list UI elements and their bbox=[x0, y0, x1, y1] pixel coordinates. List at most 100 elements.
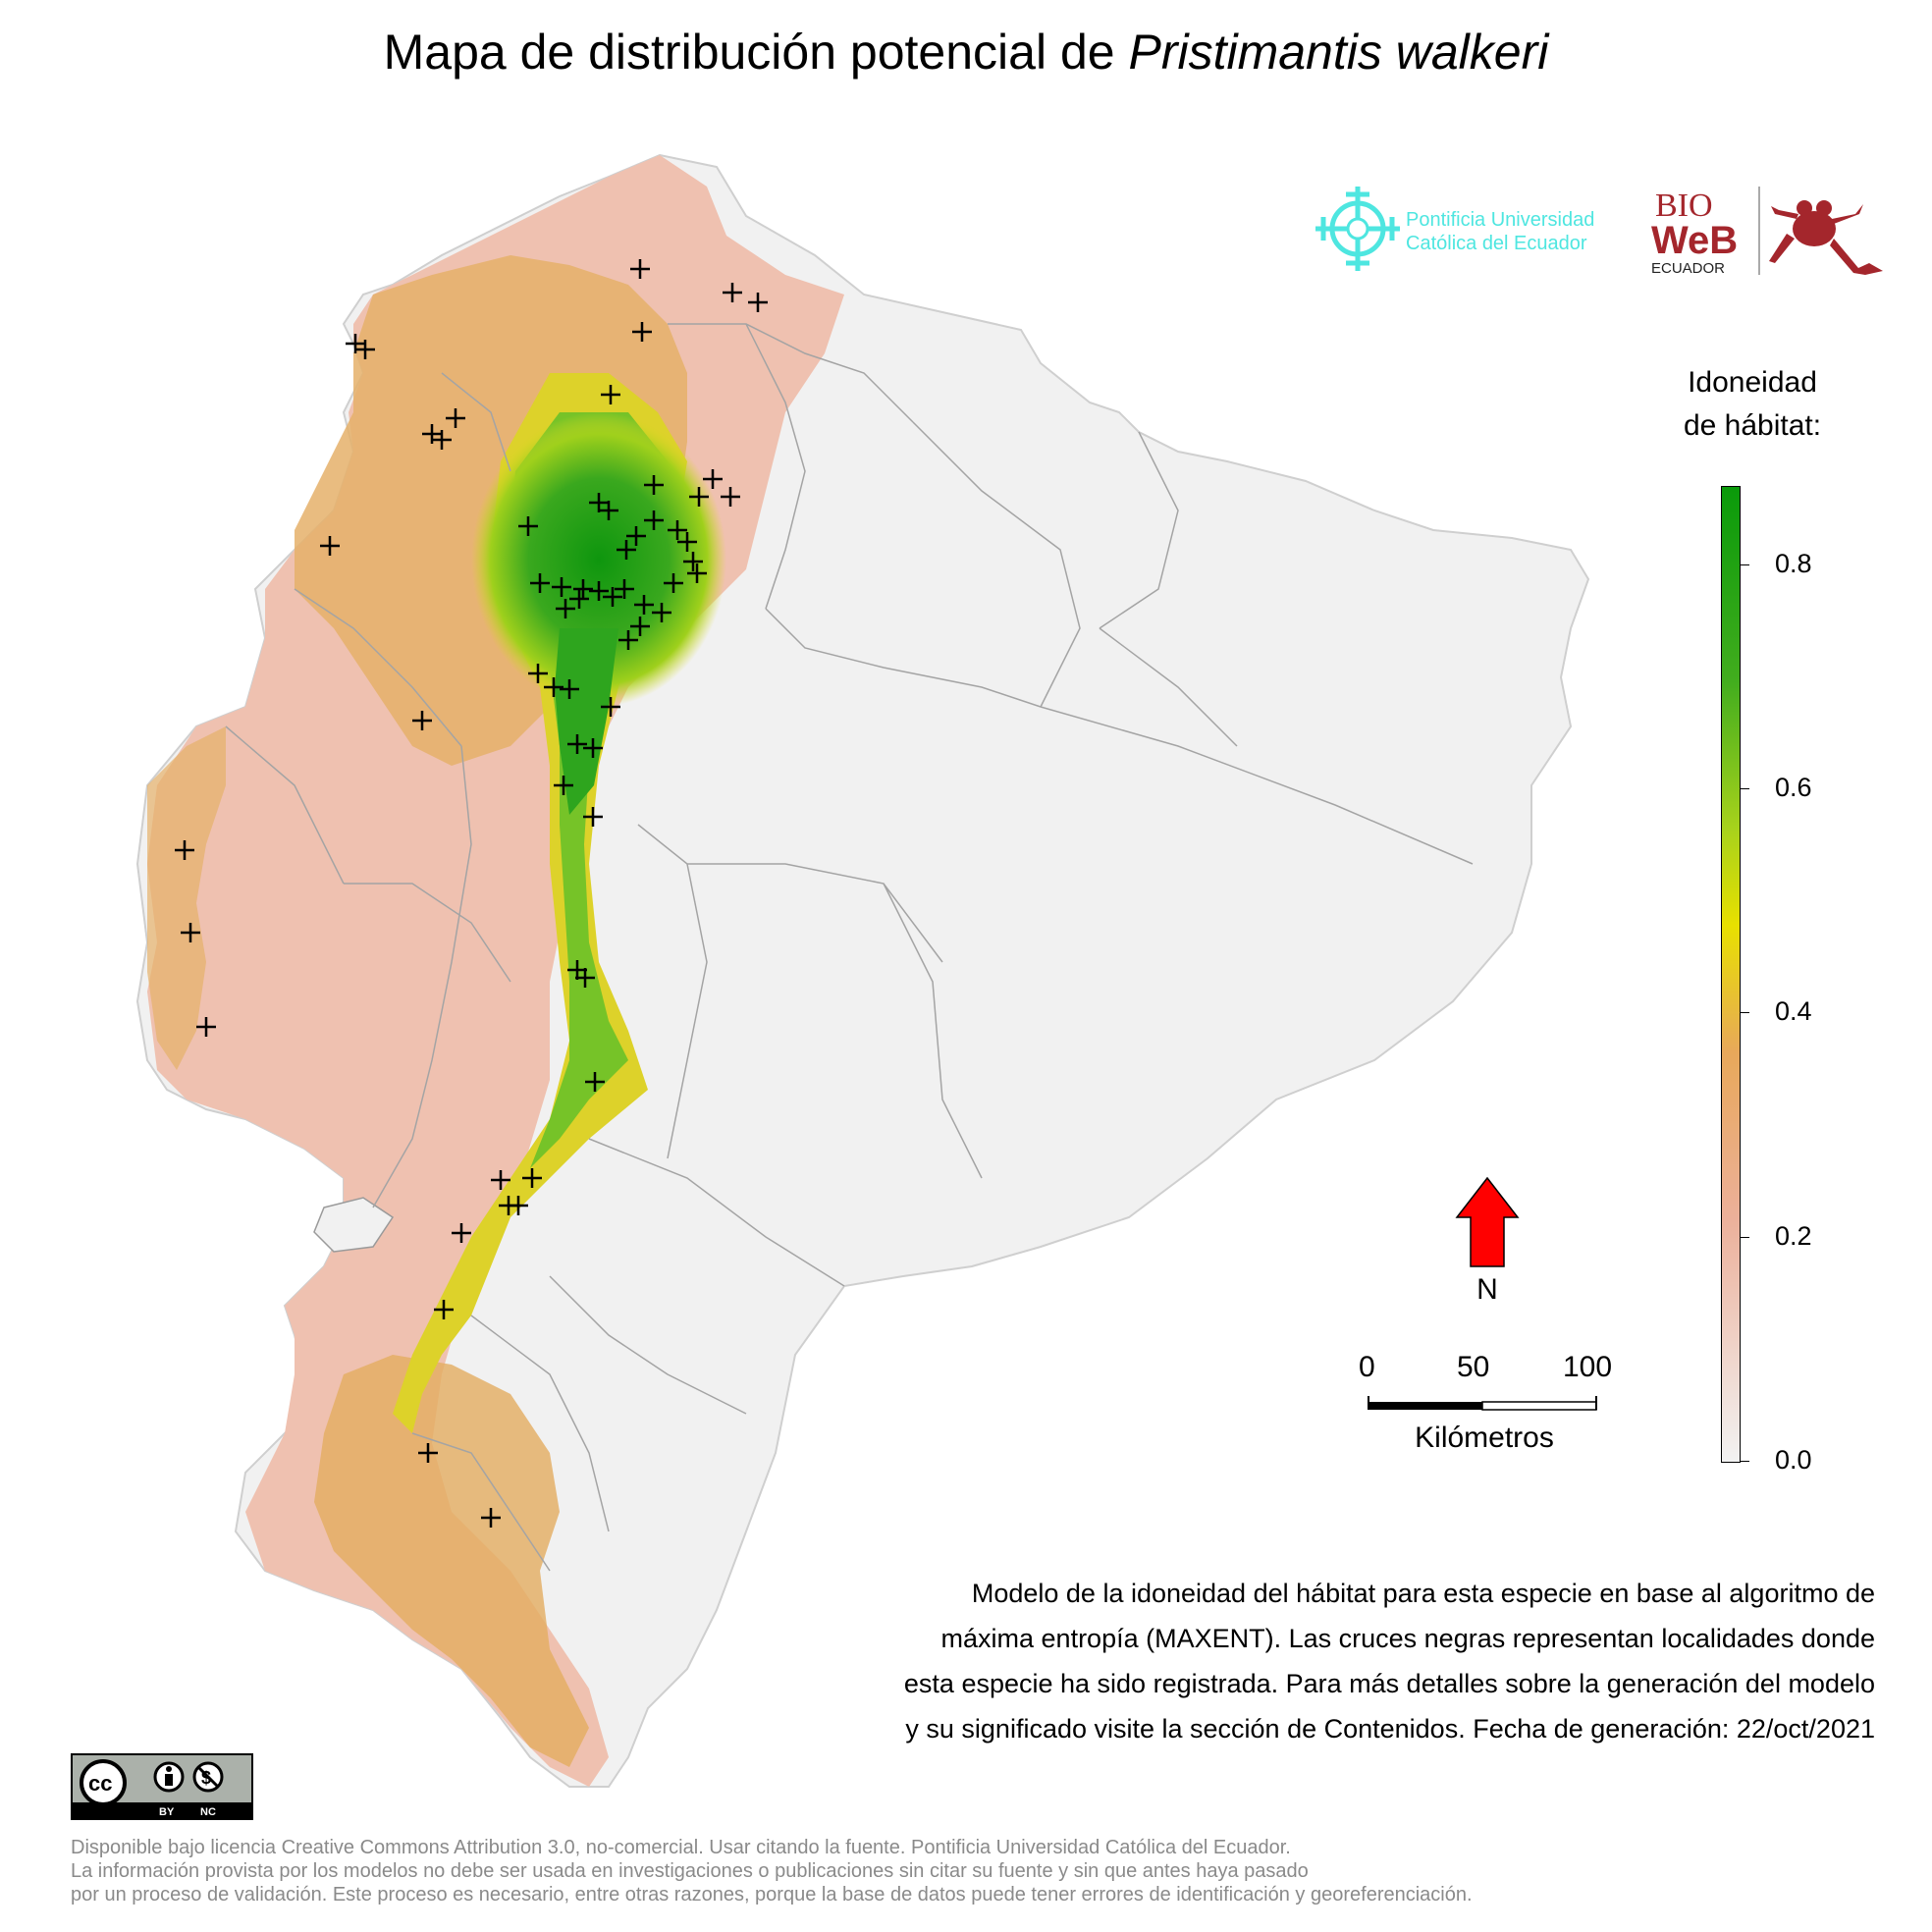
record-cross bbox=[634, 595, 654, 615]
record-cross bbox=[683, 552, 703, 571]
title-text: Mapa de distribución potencial de bbox=[383, 25, 1129, 80]
record-cross bbox=[589, 581, 609, 601]
record-cross bbox=[630, 259, 650, 279]
record-cross bbox=[418, 1443, 438, 1463]
record-cross bbox=[630, 617, 650, 636]
record-cross bbox=[412, 711, 432, 730]
record-cross bbox=[556, 599, 575, 618]
map-caption: Modelo de la idoneidad del hábitat para … bbox=[756, 1571, 1875, 1751]
puce-name: Pontificia Universidad Católica del Ecua… bbox=[1406, 208, 1594, 255]
record-cross bbox=[554, 776, 573, 795]
record-cross bbox=[644, 510, 664, 530]
record-cross bbox=[575, 968, 595, 988]
coast-moderate bbox=[147, 726, 226, 1070]
record-cross bbox=[677, 532, 697, 552]
record-cross bbox=[668, 520, 687, 540]
cc-by-text: BY bbox=[159, 1806, 175, 1818]
license-footer: Disponible bajo licencia Creative Common… bbox=[71, 1836, 1473, 1906]
caption-line: Modelo de la idoneidad del hábitat para … bbox=[971, 1579, 1875, 1608]
svg-text:cc: cc bbox=[88, 1771, 112, 1796]
record-cross bbox=[689, 487, 709, 507]
legend-tick-mark bbox=[1740, 788, 1749, 790]
legend-title: Idoneidad de hábitat: bbox=[1649, 361, 1855, 448]
record-cross bbox=[320, 536, 340, 556]
cc-nc-text: NC bbox=[200, 1806, 216, 1818]
legend-tick-mark bbox=[1740, 1012, 1749, 1014]
record-cross bbox=[652, 603, 671, 622]
record-cross bbox=[626, 526, 646, 546]
record-cross bbox=[567, 734, 587, 754]
legend-title-line1: Idoneidad bbox=[1688, 366, 1817, 399]
record-cross bbox=[589, 493, 609, 512]
record-cross bbox=[567, 960, 587, 980]
footer-line: La información provista por los modelos … bbox=[71, 1860, 1309, 1882]
map-title: Mapa de distribución potencial de Pristi… bbox=[0, 24, 1932, 80]
record-cross bbox=[583, 807, 603, 827]
record-cross bbox=[181, 923, 200, 942]
record-cross bbox=[446, 408, 465, 428]
record-cross bbox=[491, 1170, 510, 1190]
caption-line: esta especie ha sido registrada. Para má… bbox=[903, 1669, 1875, 1698]
record-cross bbox=[585, 1072, 605, 1092]
bioweb-top-text: BIO bbox=[1655, 188, 1713, 224]
record-cross bbox=[615, 579, 634, 599]
record-cross bbox=[687, 564, 707, 583]
record-cross bbox=[530, 573, 550, 593]
scale-label-50: 50 bbox=[1457, 1351, 1490, 1383]
record-cross bbox=[481, 1508, 501, 1528]
bioweb-bottom-text: ECUADOR bbox=[1651, 260, 1725, 277]
record-markers bbox=[175, 259, 768, 1528]
record-cross bbox=[518, 516, 538, 536]
record-cross bbox=[601, 697, 620, 717]
record-cross bbox=[617, 540, 636, 560]
species-name: Pristimantis walkeri bbox=[1128, 25, 1549, 80]
scale-bar bbox=[1368, 1396, 1597, 1411]
bioweb-mid-text: WeB bbox=[1651, 219, 1738, 262]
record-cross bbox=[528, 664, 548, 683]
record-cross bbox=[355, 340, 375, 359]
record-cross bbox=[632, 322, 652, 342]
puce-line2: Católica del Ecuador bbox=[1406, 233, 1587, 254]
scale-label-0: 0 bbox=[1359, 1351, 1375, 1383]
record-cross bbox=[601, 385, 620, 404]
bioweb-logo-icon: BIO WeB ECUADOR bbox=[1651, 187, 1883, 277]
record-cross bbox=[432, 430, 452, 450]
record-cross bbox=[509, 1196, 528, 1215]
footer-line: por un proceso de validación. Este proce… bbox=[71, 1884, 1473, 1905]
record-cross bbox=[599, 501, 618, 520]
core-strip bbox=[555, 628, 618, 815]
scale-unit: Kilómetros bbox=[1415, 1422, 1554, 1454]
caption-line: máxima entropía (MAXENT). Las cruces neg… bbox=[940, 1624, 1875, 1653]
record-cross bbox=[569, 589, 589, 609]
legend-tick-label: 0.0 bbox=[1775, 1445, 1812, 1475]
legend-colorbar bbox=[1721, 486, 1741, 1463]
record-cross bbox=[434, 1300, 454, 1319]
cc-license-badge-icon: cc $ BY NC bbox=[71, 1753, 253, 1820]
record-cross bbox=[618, 630, 638, 650]
puce-logo-icon bbox=[1315, 187, 1400, 271]
record-cross bbox=[573, 579, 593, 599]
north-arrow-icon bbox=[1455, 1176, 1520, 1267]
record-cross bbox=[748, 293, 768, 312]
record-cross bbox=[603, 587, 622, 607]
record-cross bbox=[552, 577, 571, 597]
record-cross bbox=[703, 469, 723, 489]
record-cross bbox=[723, 283, 742, 302]
province-borders bbox=[225, 323, 1474, 1572]
record-cross bbox=[583, 738, 603, 758]
south-moderate bbox=[314, 1355, 589, 1767]
puna-island bbox=[313, 1197, 395, 1253]
record-cross bbox=[196, 1017, 216, 1037]
record-cross bbox=[522, 1168, 542, 1188]
legend-tick-mark bbox=[1740, 1236, 1749, 1238]
legend-title-line2: de hábitat: bbox=[1683, 409, 1822, 442]
record-cross bbox=[544, 677, 564, 697]
record-cross bbox=[664, 573, 683, 593]
legend-tick-label: 0.2 bbox=[1775, 1220, 1812, 1251]
record-cross bbox=[721, 487, 740, 507]
record-cross bbox=[175, 840, 194, 860]
puce-line1: Pontificia Universidad bbox=[1406, 209, 1595, 231]
svg-text:$: $ bbox=[201, 1768, 211, 1788]
legend-tick-label: 0.6 bbox=[1775, 773, 1812, 803]
